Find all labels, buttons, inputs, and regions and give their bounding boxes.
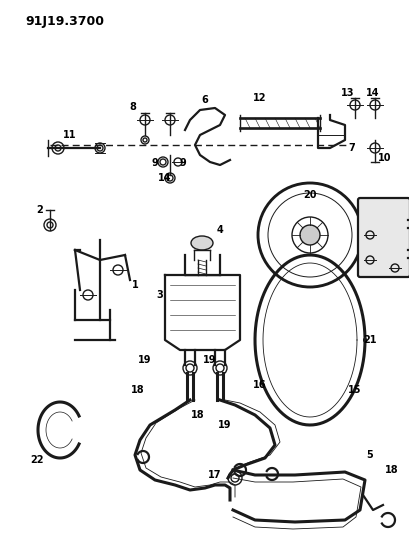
Text: 4: 4 [216,225,223,235]
Text: 9: 9 [179,158,186,168]
Text: 20: 20 [303,190,316,200]
Text: 18: 18 [384,465,398,475]
Text: 10: 10 [378,153,391,163]
Text: 17: 17 [208,470,221,480]
Text: 91J19.3700: 91J19.3700 [25,15,104,28]
Text: 12: 12 [253,93,266,103]
Text: 7: 7 [348,143,355,153]
Circle shape [299,225,319,245]
Text: 2: 2 [36,205,43,215]
Text: 18: 18 [191,410,204,420]
Text: 8: 8 [129,102,136,112]
Text: 3: 3 [156,290,163,300]
Text: 6: 6 [201,95,208,105]
Text: 14: 14 [158,173,171,183]
Ellipse shape [191,236,213,250]
FancyBboxPatch shape [357,198,409,277]
Text: 18: 18 [131,385,144,395]
Text: 9: 9 [151,158,158,168]
Text: 19: 19 [218,420,231,430]
Text: 14: 14 [365,88,379,98]
Text: 21: 21 [362,335,376,345]
Text: 19: 19 [203,355,216,365]
Text: 5: 5 [366,450,373,460]
Text: 11: 11 [63,130,76,140]
Text: 22: 22 [30,455,44,465]
Text: 15: 15 [347,385,361,395]
Text: 13: 13 [340,88,354,98]
Text: 1: 1 [131,280,138,290]
Text: 19: 19 [138,355,151,365]
Text: 16: 16 [253,380,266,390]
